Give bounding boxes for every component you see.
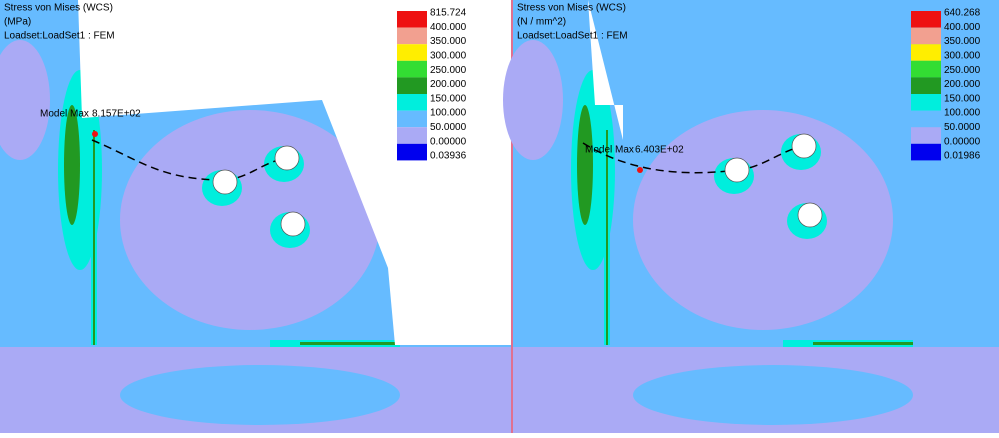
max-label: Model Max xyxy=(585,145,634,156)
result-panel: Stress von Mises (WCS) (N / mm^2) Loadset:… xyxy=(503,0,999,433)
legend-swatch xyxy=(911,143,941,161)
hole xyxy=(212,169,238,195)
legend-label: 250.000 xyxy=(944,65,981,76)
max-point xyxy=(92,131,98,137)
panel-units: (MPa) xyxy=(4,17,31,28)
legend-label: 50.0000 xyxy=(430,122,467,133)
legend-label: 0.00000 xyxy=(944,136,981,147)
legend-swatch xyxy=(397,27,427,45)
legend-swatch xyxy=(397,94,427,111)
legend-label: 50.0000 xyxy=(944,122,981,133)
legend-label: 400.000 xyxy=(944,22,981,33)
legend-label: 350.000 xyxy=(430,36,467,47)
legend-swatch xyxy=(911,27,941,45)
legend-label: 100.000 xyxy=(430,108,467,119)
legend-label: 0.03936 xyxy=(430,151,467,162)
legend-swatch xyxy=(397,127,427,144)
max-value: 6.403E+02 xyxy=(635,145,684,156)
legend-swatch xyxy=(397,77,427,94)
legend-swatch xyxy=(911,44,941,61)
legend-swatch xyxy=(397,11,427,28)
hole xyxy=(724,157,750,183)
stress-strip xyxy=(300,342,400,345)
stress-strip xyxy=(813,342,913,345)
panel-loadset: Loadset:LoadSet1 : FEM xyxy=(4,31,115,42)
hole xyxy=(274,145,300,171)
hole xyxy=(791,133,817,159)
legend-label: 0.00000 xyxy=(430,136,467,147)
legend-label: 350.000 xyxy=(944,36,981,47)
contour-band xyxy=(577,105,593,225)
legend-label: 150.000 xyxy=(430,93,467,104)
panel-units: (N / mm^2) xyxy=(517,17,566,28)
contour-low xyxy=(120,110,380,330)
max-label: Model Max xyxy=(40,109,89,120)
legend-label: 300.000 xyxy=(430,51,467,62)
legend-swatch xyxy=(911,11,941,28)
contour-low xyxy=(633,110,893,330)
divider xyxy=(511,0,513,433)
legend-swatch xyxy=(397,44,427,61)
legend-swatch xyxy=(911,110,941,128)
max-point xyxy=(637,167,643,173)
legend-swatch xyxy=(911,94,941,111)
contour-mid xyxy=(120,365,400,425)
legend-label: 300.000 xyxy=(944,51,981,62)
part-void xyxy=(588,0,623,140)
legend-swatch xyxy=(397,60,427,78)
legend-label: 200.000 xyxy=(430,79,467,90)
contour-low xyxy=(0,40,50,160)
hole xyxy=(280,211,306,237)
contour-band xyxy=(64,105,80,225)
legend-label: 250.000 xyxy=(430,65,467,76)
panel-loadset: Loadset:LoadSet1 : FEM xyxy=(517,31,628,42)
legend-swatch xyxy=(911,127,941,144)
legend-label: 100.000 xyxy=(944,108,981,119)
max-value: 8.157E+02 xyxy=(92,109,141,120)
legend-swatch xyxy=(911,77,941,94)
legend-swatch xyxy=(397,110,427,128)
legend-label: 200.000 xyxy=(944,79,981,90)
stress-strip xyxy=(93,130,95,345)
panel-title: Stress von Mises (WCS) xyxy=(517,3,626,14)
hole xyxy=(797,202,823,228)
stress-strip xyxy=(606,130,608,345)
legend-label: 640.268 xyxy=(944,8,981,19)
legend-label: 150.000 xyxy=(944,93,981,104)
legend-swatch xyxy=(911,60,941,78)
legend-label: 815.724 xyxy=(430,8,467,19)
legend-label: 400.000 xyxy=(430,22,467,33)
panel-title: Stress von Mises (WCS) xyxy=(4,3,113,14)
legend-swatch xyxy=(397,143,427,161)
result-panel: Stress von Mises (WCS) (MPa) Loadset:LoadS… xyxy=(0,0,511,433)
contour-mid xyxy=(633,365,913,425)
legend-label: 0.01986 xyxy=(944,151,981,162)
contour-low xyxy=(503,40,563,160)
